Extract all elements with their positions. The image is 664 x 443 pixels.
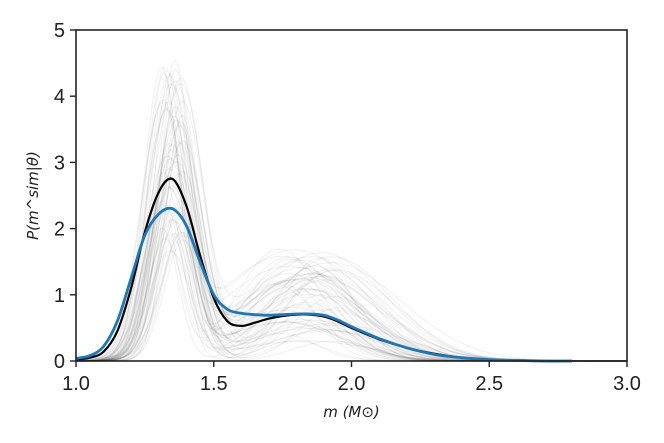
- y-axis-label: P(m^sim|θ): [24, 151, 42, 240]
- x-tick-label: 1.0: [62, 373, 90, 395]
- y-tick-label: 4: [54, 86, 65, 108]
- y-tick-label: 3: [54, 152, 65, 174]
- series-lines: [75, 177, 572, 363]
- x-axis-label: m (M⊙): [323, 403, 380, 421]
- y-tick-label: 2: [54, 219, 65, 241]
- sample-curves: [75, 58, 627, 362]
- x-tick-label: 3.0: [613, 373, 641, 395]
- x-tick-label: 2.0: [338, 373, 366, 395]
- blue-curve: [75, 206, 572, 363]
- y-tick-label: 5: [54, 20, 65, 42]
- x-tick-label: 2.5: [475, 373, 503, 395]
- axis-ticks: 1.0 1.5 2.0 2.5 3.0 0 1 2 3 4 5: [54, 20, 641, 395]
- y-tick-label: 0: [54, 351, 65, 373]
- x-tick-label: 1.5: [200, 373, 228, 395]
- y-tick-label: 1: [54, 285, 65, 307]
